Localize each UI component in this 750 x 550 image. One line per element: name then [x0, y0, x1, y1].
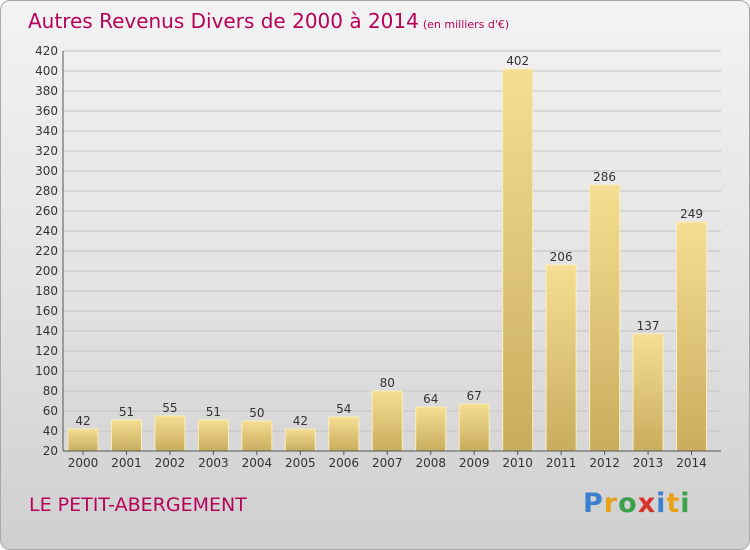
bar-2010: [502, 68, 534, 452]
x-tick-label: 2006: [329, 456, 360, 470]
y-tick-label: 340: [35, 124, 58, 138]
y-tick-label: 160: [35, 304, 58, 318]
x-tick-label: 2014: [676, 456, 707, 470]
bar-chart: 20 40 60 80 100 120 140 160 180 200 220 240 260 280 30…: [35, 44, 721, 470]
bar-2011: [545, 264, 577, 452]
data-label: 55: [162, 401, 177, 415]
y-tick-label: 120: [35, 344, 58, 358]
bar-2003: [197, 419, 229, 452]
data-label: 206: [550, 250, 573, 264]
data-label: 286: [593, 170, 616, 184]
y-tick-label: 420: [35, 44, 58, 58]
bar-2009: [458, 403, 490, 452]
x-tick-label: 2013: [633, 456, 664, 470]
x-tick-label: 2005: [285, 456, 316, 470]
bar-2014: [676, 221, 708, 452]
bar-2007: [371, 390, 403, 452]
y-tick-label: 200: [35, 264, 58, 278]
y-tick-label: 400: [35, 64, 58, 78]
logo-letter: i: [680, 488, 691, 519]
chart-unit: (en milliers d'€): [422, 18, 510, 31]
logo-letter: o: [618, 488, 638, 519]
bars: 42 51 55 51 50 42 54 80 64 67 402 206 286 137 249: [67, 54, 708, 452]
data-label: 67: [467, 389, 482, 403]
data-label: 249: [680, 207, 703, 221]
data-label: 50: [249, 406, 264, 420]
x-axis: 2000 2001 2002 2003 2004 2005 2006 2007 2008 2009…: [63, 450, 721, 470]
x-tick-label: 2004: [242, 456, 273, 470]
y-tick-label: 240: [35, 224, 58, 238]
y-tick-label: 100: [35, 364, 58, 378]
x-tick-label: 2009: [459, 456, 490, 470]
y-tick-label: 20: [43, 444, 58, 458]
bar-2001: [110, 419, 142, 452]
y-tick-label: 320: [35, 144, 58, 158]
y-tick-label: 140: [35, 324, 58, 338]
logo-letter: x: [637, 488, 657, 519]
x-tick-label: 2002: [155, 456, 186, 470]
x-tick-label: 2003: [198, 456, 229, 470]
logo-letter: t: [666, 488, 681, 519]
x-tick-label: 2011: [546, 456, 577, 470]
y-tick-label: 60: [43, 404, 58, 418]
data-label: 64: [423, 392, 438, 406]
bar-2012: [589, 184, 621, 452]
x-tick-label: 2010: [502, 456, 533, 470]
y-tick-label: 80: [43, 384, 58, 398]
y-tick-label: 380: [35, 84, 58, 98]
data-label: 54: [336, 402, 351, 416]
y-axis: 20 40 60 80 100 120 140 160 180 200 220 240 260 280 30…: [35, 44, 64, 458]
proxiti-logo[interactable]: Proxiti: [583, 488, 691, 519]
x-tick-label: 2001: [111, 456, 142, 470]
bar-2000: [67, 428, 99, 452]
y-tick-label: 220: [35, 244, 58, 258]
logo-letter: P: [583, 488, 604, 519]
x-tick-label: 2007: [372, 456, 403, 470]
data-label: 42: [293, 414, 308, 428]
data-label: 51: [206, 405, 221, 419]
x-tick-label: 2012: [589, 456, 620, 470]
x-tick-label: 2000: [68, 456, 99, 470]
chart-title-text: Autres Revenus Divers de 2000 à 2014: [28, 9, 419, 33]
bar-2006: [328, 416, 360, 452]
logo-letter: i: [656, 488, 667, 519]
data-label: 80: [380, 376, 395, 390]
y-tick-label: 300: [35, 164, 58, 178]
bar-2008: [415, 406, 447, 452]
data-label: 402: [506, 54, 529, 68]
logo-letter: r: [603, 488, 619, 519]
bar-2004: [241, 420, 273, 452]
commune-name: LE PETIT-ABERGEMENT: [29, 494, 247, 516]
y-tick-label: 180: [35, 284, 58, 298]
bar-2013: [632, 333, 664, 452]
data-label: 42: [75, 414, 90, 428]
y-tick-label: 40: [43, 424, 58, 438]
y-tick-label: 260: [35, 204, 58, 218]
y-tick-label: 280: [35, 184, 58, 198]
x-tick-label: 2008: [415, 456, 446, 470]
data-label: 137: [637, 319, 660, 333]
y-tick-label: 360: [35, 104, 58, 118]
bar-2002: [154, 415, 186, 452]
bar-2005: [284, 428, 316, 452]
data-label: 51: [119, 405, 134, 419]
chart-title: Autres Revenus Divers de 2000 à 2014 (en …: [28, 9, 509, 33]
